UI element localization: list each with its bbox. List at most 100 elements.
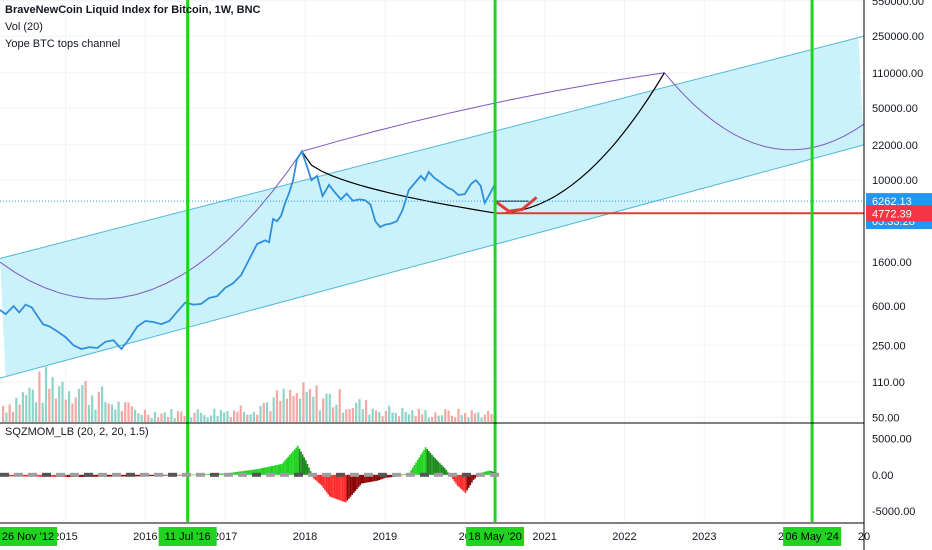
volume-bar-123 — [407, 414, 411, 422]
volume-bar-24 — [81, 384, 84, 422]
histogram-bar-157 — [252, 469, 254, 475]
histogram-bar-75 — [121, 474, 123, 477]
histogram-bar-272 — [435, 459, 438, 475]
volume-bars — [2, 367, 493, 422]
histogram-bar-273 — [437, 461, 440, 475]
volume-bar-92 — [305, 391, 308, 422]
histogram-bar-51 — [83, 474, 85, 477]
x-tick-8: 2023 — [692, 531, 716, 543]
volume-bar-69 — [229, 417, 232, 422]
volume-bar-134 — [444, 409, 447, 422]
histogram-bar-137 — [220, 473, 222, 475]
volume-bar-93 — [308, 389, 312, 422]
volume-bar-146 — [483, 414, 486, 422]
histogram-bar-211 — [338, 474, 341, 501]
volume-bar-95 — [315, 385, 318, 422]
histogram-bar-49 — [79, 474, 82, 477]
squeeze-dot-126 — [126, 472, 135, 477]
volume-bar-83 — [275, 390, 279, 422]
x-tick-0: 2015 — [53, 531, 77, 543]
volume-bar-127 — [421, 414, 424, 422]
histogram-bar-232 — [372, 474, 374, 482]
volume-bar-73 — [242, 411, 246, 422]
volume-bar-104 — [345, 409, 348, 422]
histogram-bar-260 — [416, 459, 419, 475]
x-tick-10: 20 — [858, 531, 870, 543]
volume-bar-35 — [117, 401, 120, 422]
squeeze-dot-0 — [0, 472, 9, 477]
histogram-bar-170 — [273, 465, 275, 475]
histogram-bar-277 — [443, 468, 446, 475]
volume-bar-136 — [450, 415, 453, 422]
histogram-bar-262 — [420, 454, 422, 475]
histogram-bar-40 — [65, 474, 68, 477]
volume-bar-118 — [391, 412, 394, 422]
histogram-bar-158 — [253, 469, 256, 475]
volume-bar-14 — [48, 388, 51, 422]
histogram-bar-278 — [445, 470, 448, 475]
volume-bar-91 — [302, 382, 305, 422]
histogram-bar-241 — [386, 474, 389, 478]
histogram-bar-293 — [469, 474, 472, 486]
volume-bar-76 — [252, 411, 255, 422]
volume-bar-9 — [31, 389, 34, 422]
histogram-bar-218 — [349, 474, 352, 497]
volume-bar-30 — [101, 386, 104, 422]
histogram-bar-169 — [271, 465, 274, 475]
histogram-bar-187 — [300, 451, 302, 475]
volume-bar-46 — [153, 411, 156, 422]
volume-bar-101 — [335, 404, 338, 422]
histogram-bar-41 — [67, 474, 69, 477]
volume-bar-25 — [84, 380, 87, 422]
date-label-bg-3 — [783, 527, 842, 546]
volume-bar-131 — [434, 412, 437, 422]
histogram-bar-103 — [166, 474, 168, 476]
channel-lower — [0, 144, 865, 379]
price-tick-8: 250.00 — [872, 340, 906, 352]
volume-bar-119 — [394, 412, 397, 422]
histogram-bar-303 — [485, 471, 488, 475]
squeeze-dot-476 — [476, 472, 485, 477]
volume-bar-114 — [378, 411, 381, 422]
squeeze-dot-42 — [42, 472, 51, 477]
volume-bar-132 — [437, 415, 440, 422]
volume-bar-68 — [226, 411, 229, 422]
histogram-bar-129 — [207, 474, 210, 475]
squeeze-dot-406 — [406, 472, 415, 477]
histogram-bar-33 — [54, 474, 56, 477]
volume-bar-94 — [312, 396, 315, 422]
volume-bar-37 — [124, 402, 127, 422]
histogram-bar-180 — [289, 454, 291, 475]
legend-vol: Vol (20) — [5, 21, 43, 33]
histogram-bar-66 — [107, 474, 109, 477]
histogram-bar-213 — [341, 474, 344, 502]
histogram-bar-198 — [317, 474, 320, 483]
date-label-bg-1 — [158, 527, 217, 546]
volume-bar-63 — [209, 415, 213, 422]
histogram-bar-225 — [360, 474, 363, 484]
volume-bar-107 — [355, 402, 358, 422]
histogram-bar-214 — [343, 474, 345, 502]
volume-bar-147 — [487, 410, 490, 422]
histogram-bar-7 — [12, 474, 15, 477]
histogram-bar-271 — [434, 458, 436, 475]
volume-bar-5 — [18, 404, 21, 422]
volume-bar-36 — [120, 411, 123, 422]
histogram-bar-276 — [442, 466, 444, 475]
volume-bar-7 — [25, 395, 28, 422]
histogram-bar-101 — [162, 474, 165, 476]
channel-fill — [0, 37, 864, 377]
histogram-bar-136 — [218, 473, 221, 475]
volume-bar-84 — [279, 400, 282, 422]
histogram-bar-227 — [364, 474, 366, 483]
volume-bar-121 — [401, 408, 404, 422]
volume-bar-79 — [262, 402, 265, 422]
squeeze-dot-140 — [140, 472, 149, 477]
indicator-tick-1: 0.00 — [872, 470, 893, 482]
price-tick-6: 1600.00 — [872, 257, 912, 269]
histogram-bar-204 — [327, 474, 329, 495]
histogram-bar-120 — [193, 474, 195, 476]
histogram-bar-235 — [376, 474, 379, 481]
volume-bar-28 — [94, 409, 97, 422]
